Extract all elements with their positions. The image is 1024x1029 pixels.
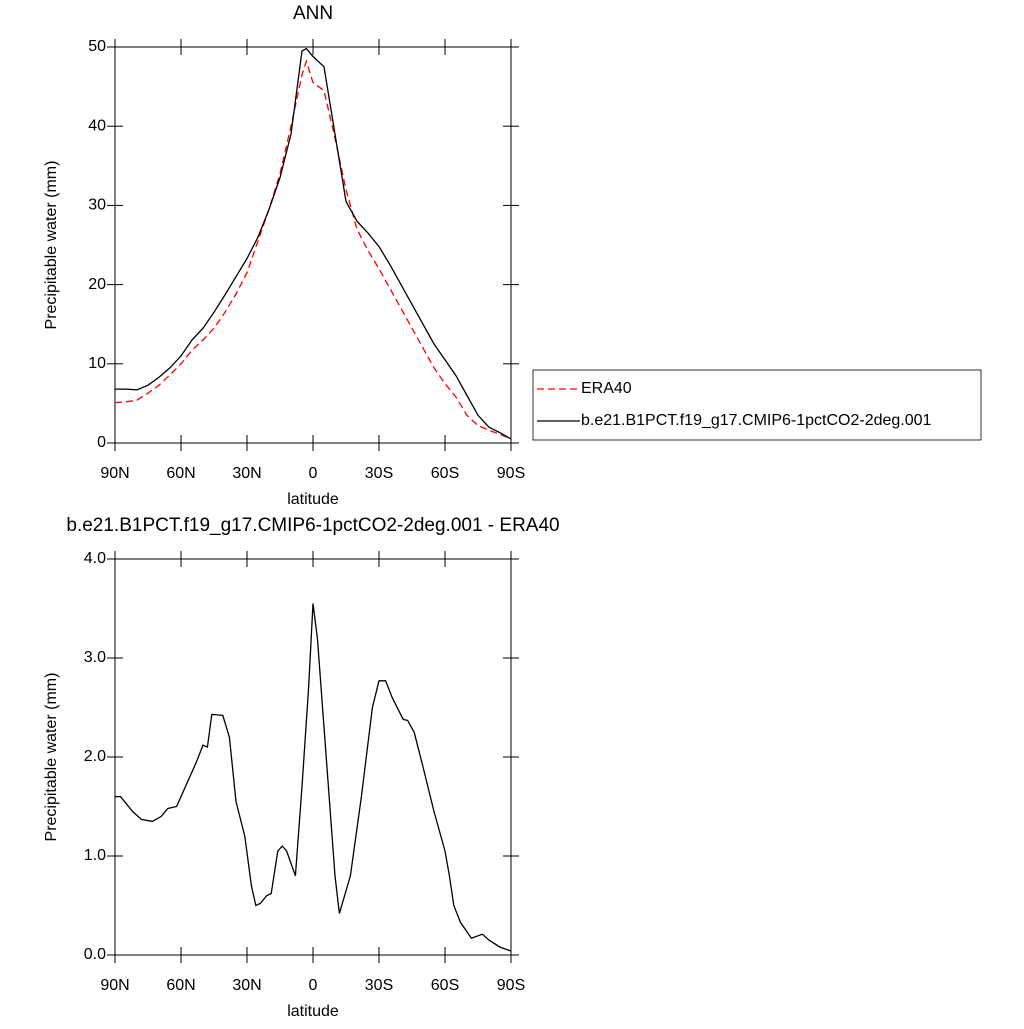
y-tick-label: 10 <box>88 355 106 372</box>
x-tick-label: 30N <box>232 465 261 482</box>
y-tick-label: 3.0 <box>84 649 106 666</box>
plot-frame <box>114 46 512 444</box>
y-axis-label: Precipitable water (mm) <box>43 673 60 842</box>
legend-box <box>532 369 982 441</box>
x-tick-label: 0 <box>309 465 318 482</box>
x-tick-label: 90N <box>100 977 129 994</box>
y-tick-label: 4.0 <box>84 550 106 567</box>
y-tick-label: 40 <box>88 117 106 134</box>
y-axis-label: Precipitable water (mm) <box>43 161 60 330</box>
chart-title: ANN <box>293 3 333 24</box>
plot-frame <box>114 558 512 956</box>
x-tick-label: 90S <box>497 465 525 482</box>
x-tick-label: 30S <box>365 465 393 482</box>
y-tick-label: 2.0 <box>84 748 106 765</box>
chart-title: b.e21.B1PCT.f19_g17.CMIP6-1pctCO2-2deg.0… <box>66 515 559 536</box>
legend-label: ERA40 <box>581 380 632 397</box>
y-tick-label: 1.0 <box>84 847 106 864</box>
line-series <box>115 47 512 440</box>
x-tick-label: 30N <box>232 977 261 994</box>
x-tick-label: 30S <box>365 977 393 994</box>
legend-label: b.e21.B1PCT.f19_g17.CMIP6-1pctCO2-2deg.0… <box>581 412 932 429</box>
y-tick-label: 30 <box>88 197 106 214</box>
x-axis-label: latitude <box>287 1003 339 1020</box>
x-tick-label: 60S <box>431 465 459 482</box>
x-tick-label: 60N <box>166 977 195 994</box>
x-tick-label: 90S <box>497 977 525 994</box>
x-tick-label: 60N <box>166 465 195 482</box>
y-tick-label: 20 <box>88 276 106 293</box>
x-tick-label: 60S <box>431 977 459 994</box>
line-series <box>115 603 512 952</box>
x-tick-label: 90N <box>100 465 129 482</box>
line-series <box>114 59 512 440</box>
x-axis-label: latitude <box>287 491 339 508</box>
x-tick-label: 0 <box>309 977 318 994</box>
y-tick-label: 50 <box>88 38 106 55</box>
y-tick-label: 0.0 <box>84 946 106 963</box>
y-tick-label: 0 <box>97 434 106 451</box>
